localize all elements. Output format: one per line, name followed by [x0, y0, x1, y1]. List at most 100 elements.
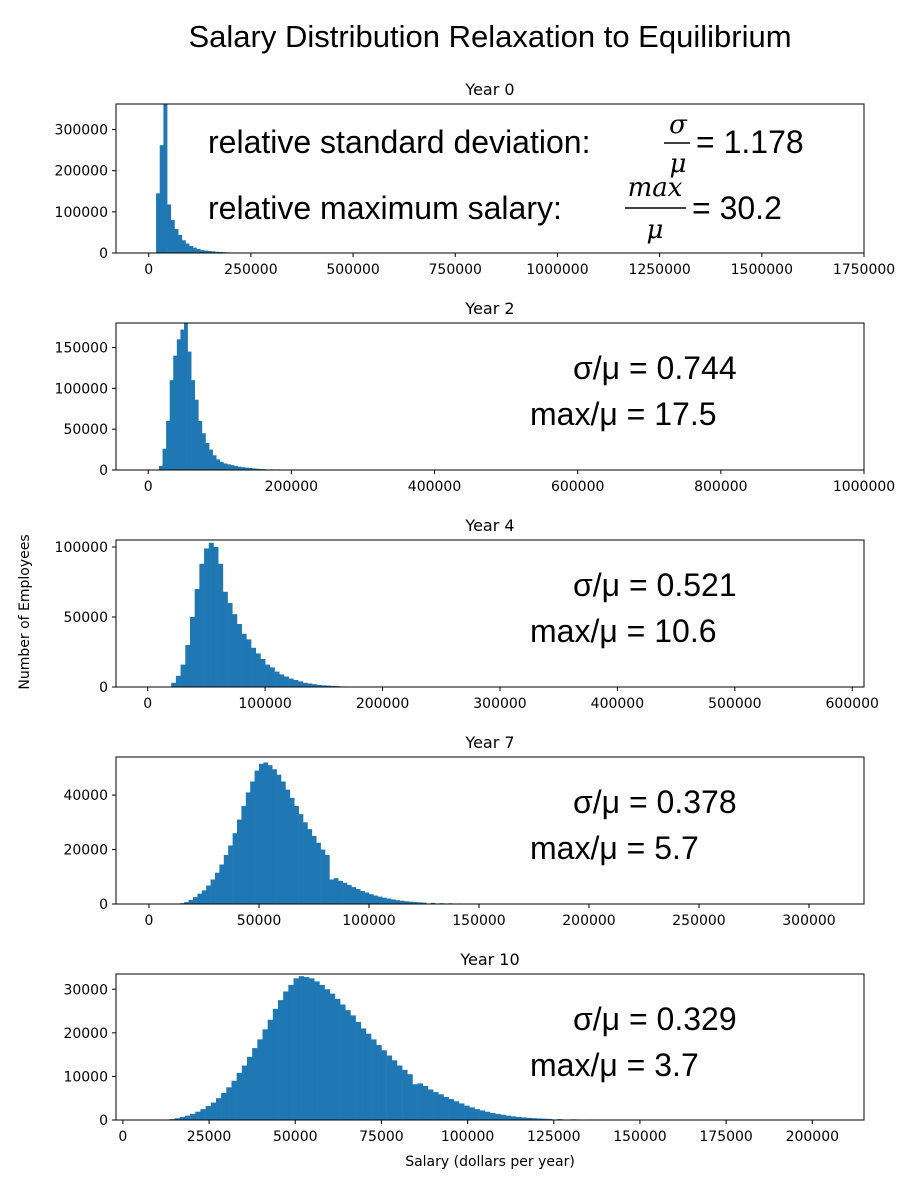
- x-tick-label: 125000: [527, 1129, 580, 1145]
- histogram-bar: [407, 1074, 413, 1120]
- histogram-bar: [215, 872, 220, 904]
- histogram-bar: [329, 879, 335, 904]
- histogram-bar: [178, 234, 183, 253]
- histogram-bar: [241, 806, 247, 904]
- histogram-bar: [298, 814, 304, 904]
- histogram-bar: [386, 898, 392, 904]
- x-tick-label: 250000: [672, 913, 725, 929]
- histogram-bar: [156, 193, 161, 253]
- x-tick-label: 50000: [273, 1129, 318, 1145]
- histogram-bar: [371, 1039, 377, 1120]
- histogram-bar: [303, 822, 308, 904]
- histogram-bar: [433, 1092, 439, 1120]
- annotation-max: max/μ = 5.7: [530, 830, 699, 866]
- histogram-bar: [218, 563, 224, 687]
- annotation-max-value: = 30.2: [692, 190, 782, 226]
- annotation-max: max/μ = 10.6: [530, 613, 717, 649]
- annotation-sd: σ/μ = 0.744: [573, 350, 737, 386]
- histogram-bar: [181, 240, 186, 253]
- histogram-bar: [546, 1118, 553, 1120]
- panel-title: Year 7: [464, 733, 514, 752]
- x-tick-label: 1500000: [731, 262, 793, 278]
- histogram-bar: [203, 250, 208, 253]
- panel-year-4: Year 40 100000 200000 300000 400000 500000 600…: [55, 516, 879, 712]
- histogram-bar: [421, 902, 427, 904]
- annotation-sd-denominator: μ: [670, 149, 687, 179]
- panel-year-0: Year 00 250000 500000 750000 1000000 1250000 1…: [55, 80, 896, 278]
- y-tick-label: 0: [99, 463, 108, 479]
- x-tick-label: 25000: [187, 1129, 232, 1145]
- histogram-bar: [218, 251, 223, 253]
- histogram-bar: [382, 897, 387, 904]
- histogram-bar: [201, 890, 207, 904]
- histogram-bar: [307, 683, 313, 687]
- histogram-bar: [396, 1065, 403, 1120]
- histogram-bar: [262, 1029, 268, 1120]
- histogram-bar: [521, 1117, 527, 1120]
- histogram-bar: [227, 603, 233, 687]
- x-tick-label: 500000: [326, 262, 379, 278]
- histogram-panels: Year 00 250000 500000 750000 1000000 1250000 1…: [55, 80, 896, 1145]
- histogram-bar: [267, 765, 273, 904]
- histogram-bar: [391, 899, 396, 904]
- histogram-bar: [223, 855, 229, 904]
- histogram-bar: [458, 1103, 465, 1120]
- histogram-bar: [288, 678, 294, 687]
- histogram-bar: [314, 981, 320, 1120]
- histogram-bar: [285, 789, 291, 904]
- histogram-bar: [194, 589, 200, 687]
- histogram-bar: [246, 639, 252, 687]
- histogram-bar: [279, 674, 285, 687]
- annotation-sd-numerator: σ: [669, 110, 688, 140]
- histogram-bar: [219, 461, 224, 470]
- x-tick-label: 200000: [356, 696, 409, 712]
- panel-year-10: Year 100 25000 50000 75000 100000 125000 15000…: [63, 950, 865, 1145]
- histogram-bars: [179, 762, 489, 904]
- x-tick-label: 1000000: [833, 479, 895, 495]
- histogram-bar: [474, 1109, 480, 1120]
- panel-year-2: Year 2 0 200000 400000 600000 800000 1000000 0 5…: [55, 299, 896, 495]
- histogram-bar: [430, 902, 436, 904]
- histogram-bar: [184, 1115, 191, 1120]
- x-tick-label: 400000: [408, 479, 461, 495]
- histogram-bar: [216, 459, 221, 470]
- histogram-bar: [316, 684, 322, 687]
- histogram-bar: [191, 380, 196, 470]
- histogram-bar: [199, 563, 205, 687]
- figure-title: Salary Distribution Relaxation to Equili…: [188, 19, 791, 54]
- y-tick-label: 10000: [63, 1069, 108, 1085]
- x-tick-label: 200000: [265, 479, 318, 495]
- histogram-bar: [294, 806, 299, 904]
- histogram-bar: [484, 1111, 491, 1120]
- histogram-bar: [207, 250, 212, 253]
- histogram-bar: [345, 1010, 351, 1120]
- histogram-bar: [212, 455, 217, 470]
- y-axis-label: Number of Employees: [17, 534, 33, 689]
- histogram-bar: [248, 467, 253, 470]
- histogram-bar: [176, 339, 181, 470]
- histogram-bar: [321, 685, 327, 687]
- y-tick-label: 50000: [63, 422, 108, 438]
- annotation-max-text: relative maximum salary:: [208, 190, 562, 226]
- histogram-bar: [198, 421, 203, 470]
- histogram-bar: [309, 978, 315, 1120]
- histogram-bar: [241, 467, 246, 470]
- histogram-bar: [166, 421, 170, 470]
- histogram-bar: [226, 464, 231, 470]
- plot-frame: [115, 103, 865, 254]
- histogram-bar: [272, 1008, 279, 1120]
- histogram-bar: [541, 1118, 548, 1120]
- panel-title: Year 2: [464, 299, 514, 318]
- histogram-bar: [490, 1113, 496, 1120]
- histogram-bar: [267, 1019, 274, 1120]
- histogram-bar: [298, 976, 305, 1120]
- y-tick-label: 100000: [55, 540, 108, 556]
- histogram-bar: [500, 1114, 506, 1120]
- histogram-bar: [259, 763, 264, 904]
- histogram-bar: [324, 989, 331, 1120]
- histogram-bar: [269, 667, 275, 687]
- histogram-bar: [174, 229, 179, 253]
- histogram-bar: [386, 1055, 393, 1120]
- histogram-bar: [231, 1080, 237, 1120]
